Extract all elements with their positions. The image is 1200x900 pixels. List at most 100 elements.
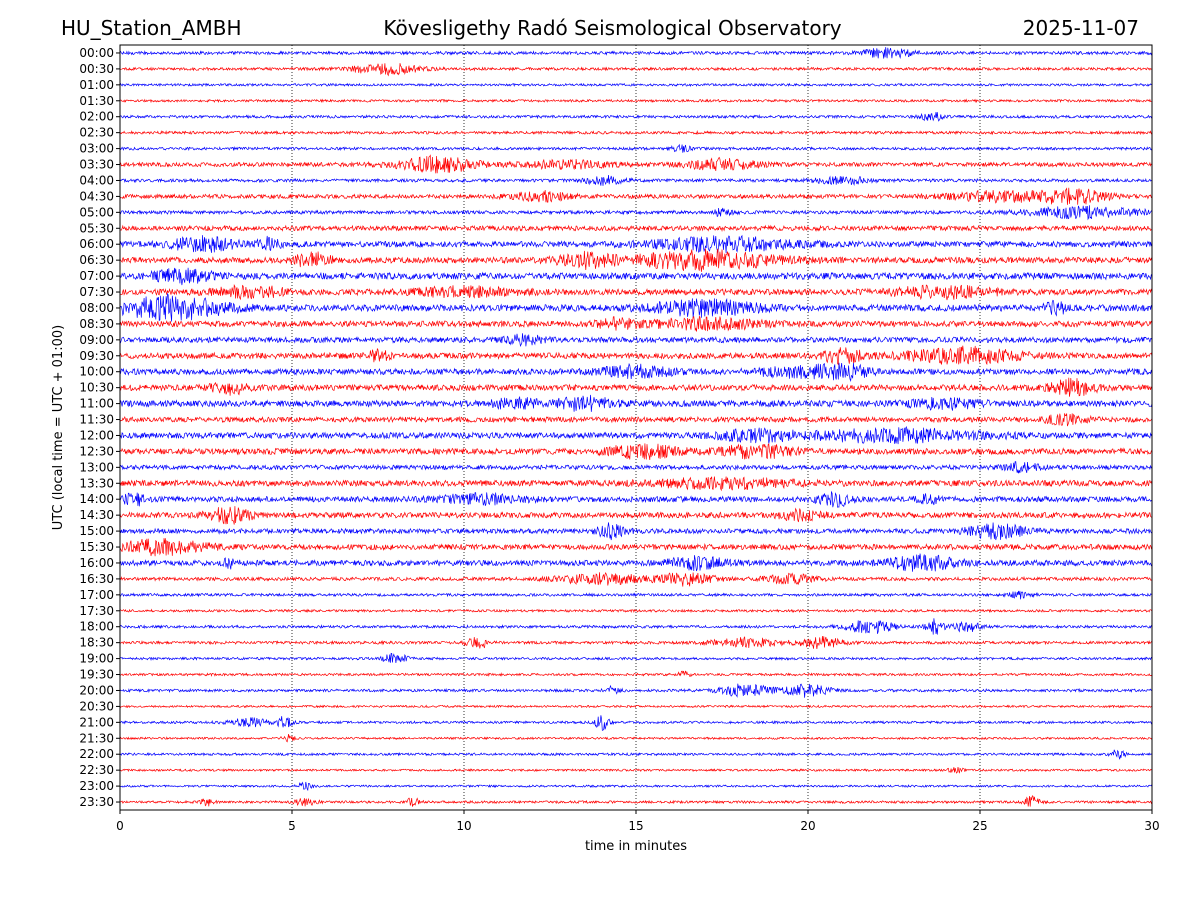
trace-line [119, 715, 1153, 731]
trace-line [119, 572, 1153, 587]
trace-line [119, 426, 1153, 445]
x-tick-label: 30 [1144, 819, 1159, 833]
trace-line [119, 767, 1153, 774]
trace-line [119, 63, 1152, 77]
trace-line [119, 476, 1153, 492]
trace-line [119, 590, 1153, 600]
trace-line [119, 224, 1153, 232]
observatory-title: Kövesligethy Radó Seismological Observat… [383, 16, 842, 40]
y-axis: 00:00 00:30 01:00 01:30 02:00 02:30 03:00 03:30… [79, 46, 120, 809]
y-tick-label: 05:30 [79, 221, 114, 235]
trace-line [119, 292, 1153, 322]
trace-line [119, 506, 1153, 525]
trace-line [119, 234, 1153, 254]
y-tick-label: 18:30 [79, 636, 114, 650]
y-tick-label: 12:00 [79, 428, 114, 442]
trace-line [119, 187, 1153, 205]
trace-line [119, 461, 1153, 474]
y-tick-label: 15:00 [79, 524, 114, 538]
trace-line [119, 618, 1152, 635]
x-tick-label: 0 [116, 819, 124, 833]
trace-line [119, 781, 1153, 792]
y-tick-label: 10:00 [79, 365, 114, 379]
trace-line [119, 154, 1152, 174]
y-tick-label: 16:30 [79, 572, 114, 586]
y-tick-label: 13:30 [79, 476, 114, 490]
trace-line [119, 670, 1153, 677]
y-tick-label: 23:30 [79, 795, 114, 809]
trace-line [119, 267, 1153, 286]
y-tick-label: 01:00 [79, 78, 114, 92]
y-tick-label: 01:30 [79, 94, 114, 108]
y-axis-label: UTC (local time = UTC + 01:00) [51, 325, 66, 530]
trace-line [119, 82, 1153, 88]
x-tick-label: 15 [628, 819, 643, 833]
y-tick-label: 06:30 [79, 253, 114, 267]
y-tick-label: 03:30 [79, 158, 114, 172]
y-tick-label: 07:00 [79, 269, 114, 283]
trace-line [119, 538, 1153, 557]
trace-line [119, 553, 1153, 572]
y-tick-label: 17:30 [79, 604, 114, 618]
trace-line [119, 795, 1153, 807]
y-tick-label: 11:00 [79, 397, 114, 411]
y-tick-label: 23:00 [79, 779, 114, 793]
y-tick-label: 19:00 [79, 652, 114, 666]
y-tick-label: 15:30 [79, 540, 114, 554]
x-tick-label: 25 [972, 819, 987, 833]
x-axis: 0 5 10 15 20 25 30 [116, 810, 1160, 833]
y-tick-label: 07:30 [79, 285, 114, 299]
trace-line [119, 608, 1153, 614]
station-name: HU_Station_AMBH [61, 16, 242, 40]
trace-line [119, 143, 1153, 153]
y-tick-label: 22:00 [79, 747, 114, 761]
y-tick-label: 02:30 [79, 126, 114, 140]
y-tick-label: 18:00 [79, 620, 114, 634]
trace-line [119, 394, 1153, 412]
trace-line [120, 635, 1153, 649]
y-tick-label: 05:00 [79, 205, 114, 219]
trace-line [119, 443, 1153, 461]
trace-line [119, 683, 1153, 698]
x-tick-label: 5 [288, 819, 296, 833]
trace-line [119, 377, 1153, 397]
y-tick-label: 09:00 [79, 333, 114, 347]
record-date: 2025-11-07 [1022, 16, 1139, 40]
y-tick-label: 10:30 [79, 381, 114, 395]
y-tick-label: 20:30 [79, 699, 114, 713]
trace-line [119, 734, 1153, 743]
y-tick-label: 00:30 [79, 62, 114, 76]
trace-line [119, 345, 1153, 366]
trace-line [119, 248, 1153, 272]
trace-line [119, 315, 1153, 332]
y-tick-label: 02:00 [79, 110, 114, 124]
y-tick-label: 06:00 [79, 237, 114, 251]
y-tick-label: 04:00 [79, 173, 114, 187]
trace-line [119, 205, 1153, 221]
trace-line [119, 749, 1153, 760]
y-tick-label: 08:30 [79, 317, 114, 331]
x-tick-label: 20 [800, 819, 815, 833]
trace-line [119, 652, 1152, 663]
y-tick-label: 00:00 [79, 46, 114, 60]
trace-line [119, 129, 1153, 136]
grid-lines [291, 45, 981, 810]
y-tick-label: 08:00 [79, 301, 114, 315]
trace-line [119, 362, 1153, 382]
x-tick-label: 10 [456, 819, 471, 833]
trace-line [119, 413, 1153, 427]
y-tick-label: 03:00 [79, 142, 114, 156]
y-tick-label: 21:00 [79, 715, 114, 729]
trace-line [119, 490, 1153, 508]
y-tick-label: 19:30 [79, 668, 114, 682]
y-tick-label: 17:00 [79, 588, 114, 602]
trace-line [119, 283, 1153, 301]
y-tick-label: 21:30 [79, 731, 114, 745]
y-tick-label: 22:30 [79, 763, 114, 777]
trace-line [119, 112, 1153, 122]
x-axis-label: time in minutes [585, 839, 687, 854]
y-tick-label: 09:30 [79, 349, 114, 363]
y-tick-label: 04:30 [79, 189, 114, 203]
trace-line [119, 704, 1153, 709]
